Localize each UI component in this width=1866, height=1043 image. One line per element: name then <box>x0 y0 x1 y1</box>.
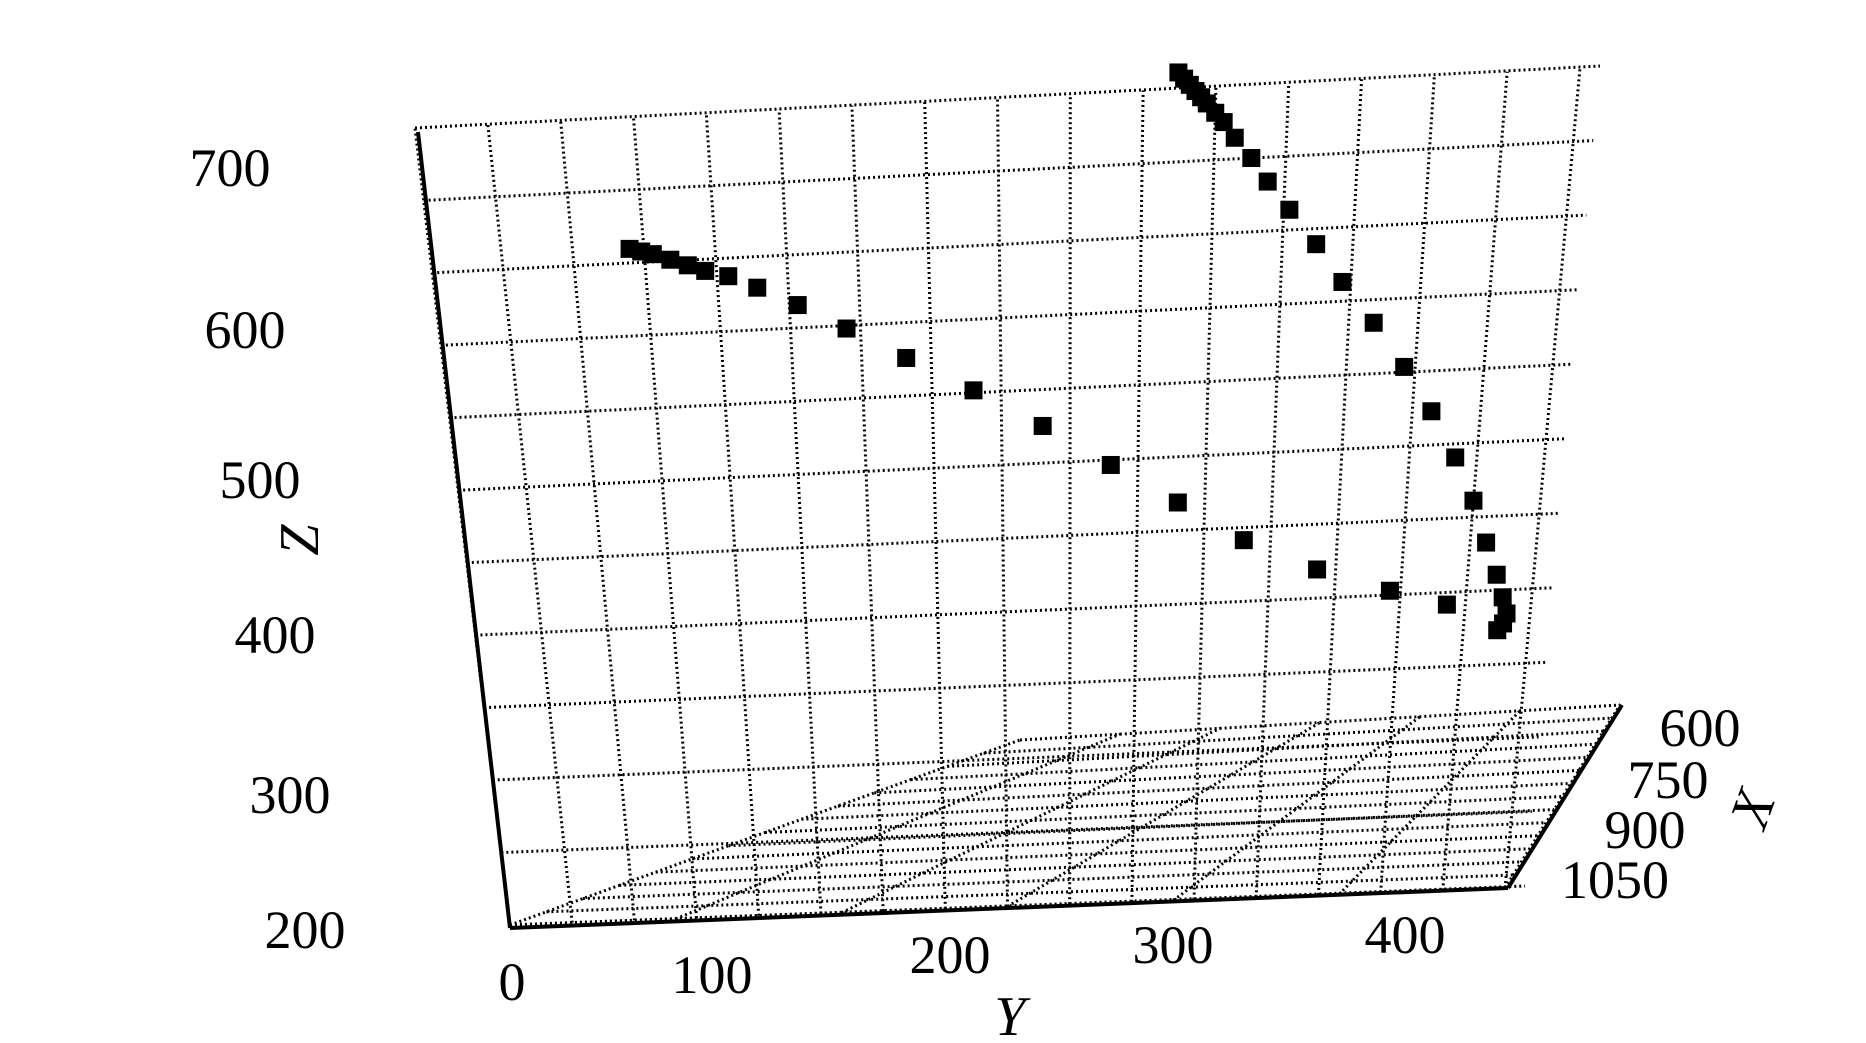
grid-line-horizontal <box>440 288 1580 347</box>
x-tick-label: 1050 <box>1561 850 1669 910</box>
y-tick-label: 0 <box>499 952 526 1012</box>
floor-line-y <box>874 755 1588 795</box>
y-axis-title: Y <box>994 986 1031 1043</box>
series-1-point <box>678 256 697 275</box>
axes <box>416 131 1624 930</box>
y-tick-label: 300 <box>1133 915 1214 975</box>
y-tick-label: 400 <box>1365 905 1446 965</box>
series-1-point <box>1033 416 1052 435</box>
series-2-point <box>1225 128 1244 147</box>
grid-line-vertical <box>559 120 636 921</box>
grid-line-horizontal <box>414 64 1601 130</box>
z-tick-label: 200 <box>265 900 346 960</box>
z-tick-label: 300 <box>250 765 331 825</box>
series-2-point <box>1446 448 1465 467</box>
grid-line-vertical <box>1130 90 1145 902</box>
floor-line-x <box>675 732 1121 921</box>
series-2-point <box>1214 113 1233 132</box>
series-1-point <box>1380 581 1399 600</box>
floor-grid <box>509 703 1622 927</box>
z-axis-line <box>416 131 512 929</box>
series-2-point <box>1395 357 1414 376</box>
series-1-point <box>788 296 807 315</box>
back-wall-grid <box>413 64 1601 927</box>
grid-line-vertical <box>1503 67 1582 889</box>
floor-line-y <box>546 873 1514 914</box>
series-2-point <box>1477 533 1496 552</box>
series-1-point <box>643 245 662 264</box>
floor-line-y <box>619 847 1530 887</box>
x-tick-label: 900 <box>1605 800 1686 860</box>
series-2-point <box>1258 172 1277 191</box>
grid-line-vertical <box>923 101 947 909</box>
grid-line-vertical <box>1441 71 1509 891</box>
grid-line-vertical <box>1316 79 1364 896</box>
series-1-point <box>837 319 856 338</box>
series-1-point <box>1168 493 1187 512</box>
series-2-point <box>1488 621 1507 640</box>
series-1-point <box>1234 531 1253 550</box>
series-1-point <box>1101 455 1120 474</box>
grid-line-vertical <box>486 124 574 923</box>
series-2-point <box>1464 491 1483 510</box>
series-2-point <box>1487 565 1506 584</box>
x-tick-label: 600 <box>1660 698 1741 758</box>
x-axis-line <box>1506 703 1624 890</box>
series-1-point <box>696 261 715 280</box>
z-tick-label: 500 <box>220 450 301 510</box>
data-markers <box>620 63 1516 640</box>
grid-line-vertical <box>850 105 885 912</box>
x-axis-title: X <box>1717 780 1789 838</box>
floor-line-y <box>582 860 1522 901</box>
series-1-point <box>897 348 916 367</box>
floor-line-x <box>1172 715 1421 902</box>
grid-line-vertical <box>1379 75 1436 893</box>
y-tick-label: 100 <box>672 945 753 1005</box>
floor-line-x <box>1006 721 1321 908</box>
y-axis-line <box>509 886 1509 930</box>
z-tick-label: 400 <box>235 605 316 665</box>
floor-line-y <box>910 742 1596 782</box>
series-2-point <box>1364 313 1383 332</box>
grid-line-horizontal <box>432 213 1587 275</box>
floor-line-y <box>655 834 1538 874</box>
y-tick-label: 200 <box>910 925 991 985</box>
series-2-point <box>1493 588 1512 607</box>
floor-line-y <box>837 768 1580 808</box>
grid-line-horizontal <box>423 139 1594 202</box>
series-2-point <box>1242 149 1261 168</box>
grid-line-vertical <box>1192 86 1218 900</box>
grid-line-horizontal <box>484 660 1546 710</box>
series-1-point <box>1437 595 1456 614</box>
series-1-point <box>748 278 767 297</box>
series-1-point <box>1308 560 1327 579</box>
grid-line-vertical <box>704 112 761 916</box>
series-2-point <box>1333 272 1352 291</box>
grid-line-horizontal <box>501 809 1532 855</box>
z-tick-label: 700 <box>190 138 271 198</box>
floor-line-y <box>764 795 1563 834</box>
series-1-point <box>661 250 680 269</box>
z-tick-label: 600 <box>205 300 286 360</box>
floor-line-x <box>841 726 1221 915</box>
x-tick-label: 750 <box>1628 750 1709 810</box>
grid-line-horizontal <box>458 437 1566 492</box>
series-2-point <box>1307 235 1326 254</box>
grid-line-horizontal <box>466 511 1560 565</box>
floor-line-y <box>801 781 1571 821</box>
series-2-point <box>1422 402 1441 421</box>
series-1-point <box>964 381 983 400</box>
floor-line-x <box>509 738 1021 927</box>
series-2-point <box>1280 200 1299 219</box>
grid-line-vertical <box>777 109 823 914</box>
grid-line-vertical <box>631 116 699 919</box>
z-axis-title: Z <box>269 524 331 556</box>
series-1-point <box>719 267 738 286</box>
